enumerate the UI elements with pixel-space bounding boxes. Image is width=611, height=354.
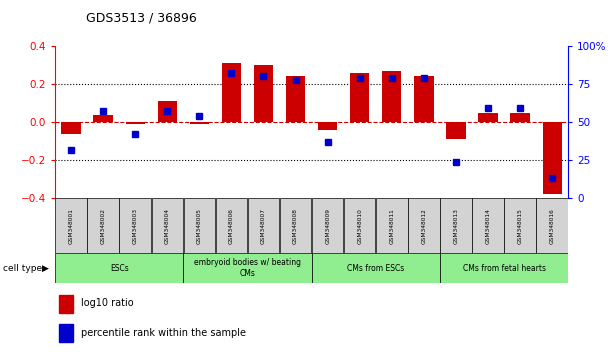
Bar [59, 324, 73, 342]
Bar [382, 71, 401, 122]
Text: GSM348006: GSM348006 [229, 208, 234, 244]
Text: GSM348002: GSM348002 [101, 208, 106, 244]
Text: GSM348012: GSM348012 [422, 208, 426, 244]
Bar [126, 122, 145, 124]
Text: GSM348007: GSM348007 [261, 208, 266, 244]
Text: GSM348014: GSM348014 [486, 208, 491, 244]
FancyBboxPatch shape [536, 198, 568, 253]
FancyBboxPatch shape [56, 198, 87, 253]
Bar [511, 113, 530, 122]
Text: GSM348008: GSM348008 [293, 208, 298, 244]
Text: log10 ratio: log10 ratio [81, 298, 133, 308]
Bar [222, 63, 241, 122]
Bar [478, 113, 497, 122]
FancyBboxPatch shape [248, 198, 279, 253]
Text: GSM348011: GSM348011 [389, 208, 394, 244]
Bar [93, 115, 113, 122]
FancyBboxPatch shape [344, 198, 375, 253]
FancyBboxPatch shape [216, 198, 247, 253]
FancyBboxPatch shape [312, 198, 343, 253]
FancyBboxPatch shape [408, 198, 439, 253]
FancyBboxPatch shape [183, 253, 312, 283]
Bar [414, 76, 433, 122]
FancyBboxPatch shape [441, 198, 472, 253]
Bar [158, 101, 177, 122]
FancyBboxPatch shape [505, 198, 536, 253]
Text: GSM348001: GSM348001 [68, 208, 73, 244]
Text: ▶: ▶ [42, 264, 48, 273]
FancyBboxPatch shape [87, 198, 119, 253]
Text: cell type: cell type [3, 264, 42, 273]
Text: ESCs: ESCs [110, 264, 128, 273]
Bar [543, 122, 562, 194]
Text: percentile rank within the sample: percentile rank within the sample [81, 328, 246, 338]
FancyBboxPatch shape [440, 253, 568, 283]
Text: CMs from fetal hearts: CMs from fetal hearts [463, 264, 546, 273]
Bar [59, 295, 73, 313]
FancyBboxPatch shape [184, 198, 215, 253]
FancyBboxPatch shape [120, 198, 151, 253]
Bar [254, 65, 273, 122]
Text: GSM348010: GSM348010 [357, 208, 362, 244]
Text: CMs from ESCs: CMs from ESCs [347, 264, 404, 273]
Bar [61, 122, 81, 133]
Bar [350, 73, 369, 122]
FancyBboxPatch shape [152, 198, 183, 253]
Text: embryoid bodies w/ beating
CMs: embryoid bodies w/ beating CMs [194, 258, 301, 278]
Bar [286, 76, 305, 122]
FancyBboxPatch shape [376, 198, 408, 253]
Text: GSM348015: GSM348015 [518, 208, 522, 244]
Text: GSM348005: GSM348005 [197, 208, 202, 244]
Text: GSM348004: GSM348004 [165, 208, 170, 244]
Bar [190, 122, 209, 124]
FancyBboxPatch shape [472, 198, 503, 253]
Text: GSM348003: GSM348003 [133, 208, 137, 244]
Text: GSM348013: GSM348013 [453, 208, 458, 244]
Text: GDS3513 / 36896: GDS3513 / 36896 [86, 12, 196, 25]
Bar [318, 122, 337, 130]
Text: GSM348016: GSM348016 [550, 208, 555, 244]
FancyBboxPatch shape [312, 253, 440, 283]
FancyBboxPatch shape [280, 198, 311, 253]
FancyBboxPatch shape [55, 253, 183, 283]
Bar [446, 122, 466, 139]
Text: GSM348009: GSM348009 [325, 208, 330, 244]
